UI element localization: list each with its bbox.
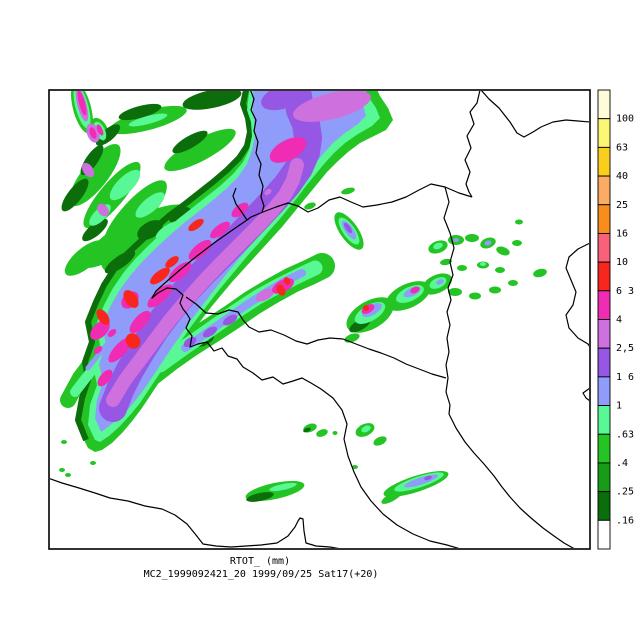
legend-label: 63 — [616, 142, 628, 153]
colorbar-seg — [597, 376, 611, 407]
border-southwest-wavy — [50, 478, 339, 548]
border-northeast — [481, 91, 589, 138]
border-right-lobe — [565, 242, 589, 347]
run-caption: MC2_1999092421_20 1999/09/25 Sat17(+20) — [144, 569, 379, 580]
border-jura-southwest — [151, 219, 460, 548]
colorbar — [597, 89, 611, 550]
colorbar-seg — [597, 319, 611, 349]
legend-label: 16 — [616, 228, 628, 239]
colorbar-seg — [597, 175, 611, 206]
legend-label: 100 — [616, 114, 634, 125]
legend-label: 40 — [616, 171, 628, 182]
colorbar-seg — [597, 519, 611, 550]
legend-label: .16 — [616, 515, 634, 526]
legend-label: 1 — [616, 401, 622, 412]
legend-label: .4 — [616, 458, 628, 469]
legend-label: .25 — [616, 487, 634, 498]
border-top-crossing — [250, 91, 265, 213]
border-right-small — [582, 387, 589, 401]
colorbar-seg — [597, 405, 611, 435]
border-rhine-west — [232, 183, 473, 221]
border-north-south — [464, 91, 481, 198]
colorbar-labels: 100 63 40 25 16 10 6 3 4 2,5 1 6 1 .63 .… — [616, 114, 634, 527]
colorbar-seg — [597, 462, 611, 493]
legend-label: 1 6 — [616, 372, 634, 383]
country-borders — [50, 91, 589, 548]
colorbar-seg — [597, 89, 611, 120]
colorbar-seg — [597, 146, 611, 177]
colorbar-seg — [597, 433, 611, 464]
map-area — [50, 91, 589, 548]
colorbar-seg — [597, 261, 611, 292]
colorbar-seg — [597, 347, 611, 378]
colorbar-seg — [597, 290, 611, 320]
colorbar-seg — [597, 232, 611, 263]
legend-label: 6 3 — [616, 286, 634, 297]
legend-label: 25 — [616, 200, 628, 211]
legend-label: 4 — [616, 315, 622, 326]
legend-label: .63 — [616, 429, 634, 440]
legend-label: 2,5 — [616, 343, 634, 354]
colorbar-seg — [597, 118, 611, 148]
colorbar-seg — [597, 491, 611, 521]
map-frame — [48, 89, 591, 550]
field-caption: RTOT_ (mm) — [230, 556, 290, 567]
colorbar-seg — [597, 204, 611, 234]
legend-label: 10 — [616, 257, 628, 268]
precip-layer-red — [96, 218, 369, 349]
precip-layer-orchid — [75, 91, 371, 407]
border-midland-east — [185, 296, 447, 379]
border-east-vertical — [443, 186, 575, 548]
